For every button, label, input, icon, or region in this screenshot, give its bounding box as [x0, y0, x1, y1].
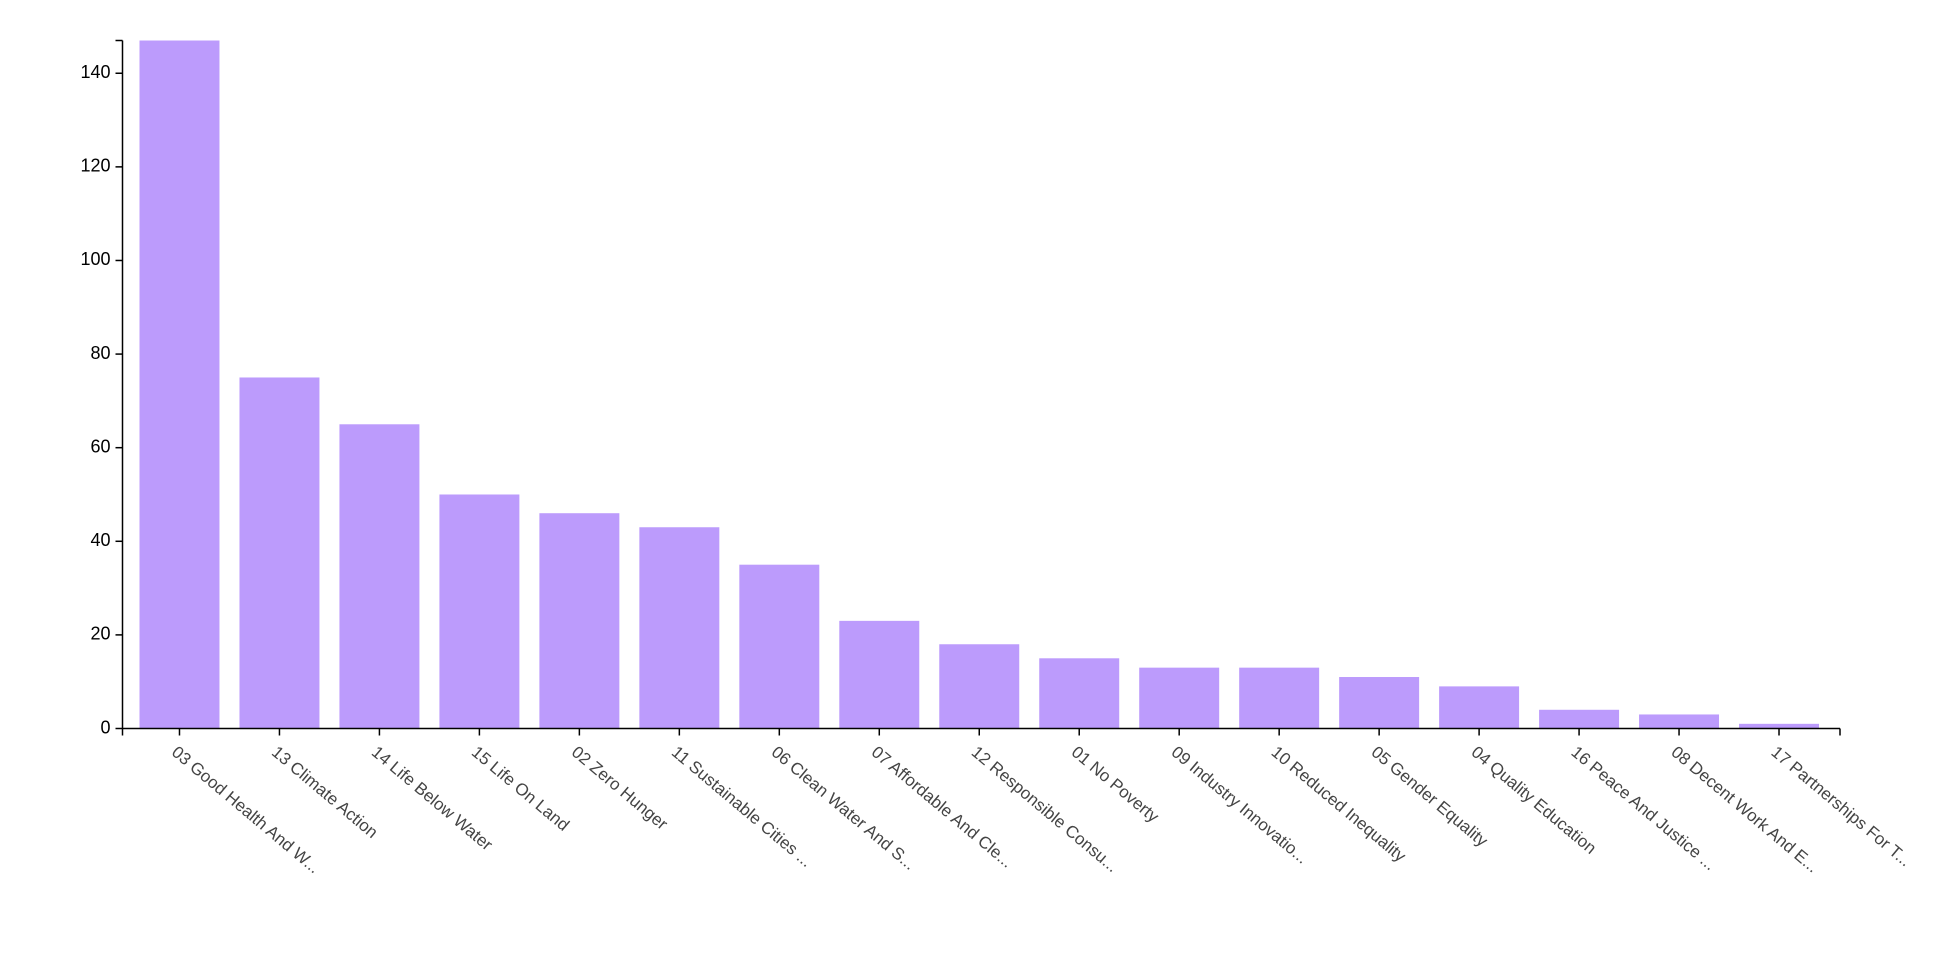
y-tick-label: 40: [90, 530, 110, 550]
bar: [1039, 658, 1120, 729]
bar: [1639, 714, 1720, 729]
y-tick-label: 120: [80, 156, 110, 176]
bar: [1339, 677, 1420, 729]
bar: [139, 40, 220, 729]
x-tick-label: 15 Life On Land: [468, 742, 573, 834]
bar: [1239, 667, 1320, 729]
bar: [1739, 723, 1820, 729]
y-tick-label: 0: [100, 717, 110, 737]
bar: [239, 377, 320, 729]
bar: [739, 564, 820, 729]
bar: [839, 620, 920, 729]
bar: [1539, 709, 1620, 729]
y-tick-label: 140: [80, 62, 110, 82]
bar: [1139, 667, 1220, 729]
x-tick-label: 02 Zero Hunger: [568, 742, 672, 833]
bar: [1439, 686, 1520, 729]
bar: [439, 494, 520, 729]
bar: [639, 527, 720, 729]
bar: [939, 644, 1020, 729]
bar: [339, 424, 420, 729]
y-tick-label: 60: [90, 436, 110, 456]
bar: [539, 513, 620, 729]
y-tick-label: 80: [90, 343, 110, 363]
x-tick-label: 13 Climate Action: [268, 742, 382, 842]
y-tick-label: 20: [90, 624, 110, 644]
x-tick-label: 01 No Poverty: [1068, 742, 1163, 826]
y-tick-label: 100: [80, 249, 110, 269]
